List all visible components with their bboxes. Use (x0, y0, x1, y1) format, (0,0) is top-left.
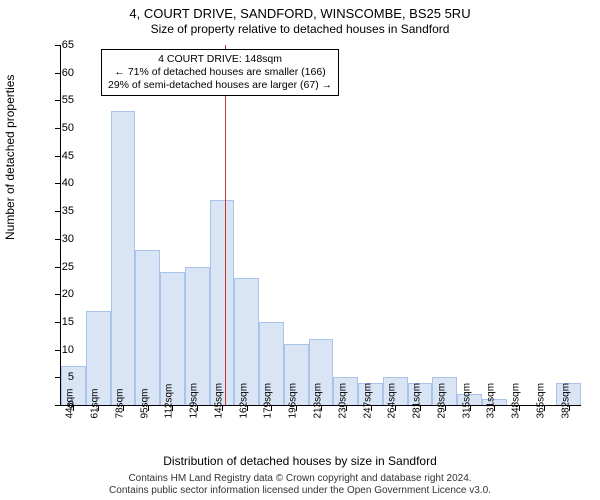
attribution-line2: Contains public sector information licen… (0, 485, 600, 497)
x-axis-label: Distribution of detached houses by size … (0, 454, 600, 468)
chart-title-sub: Size of property relative to detached ho… (0, 22, 600, 36)
y-tick (55, 211, 61, 212)
y-tick (55, 239, 61, 240)
y-tick (55, 294, 61, 295)
y-tick (55, 45, 61, 46)
y-tick-label: 25 (62, 261, 74, 273)
y-tick-label: 65 (62, 39, 74, 51)
y-tick-label: 20 (62, 288, 74, 300)
y-tick-label: 60 (62, 67, 74, 79)
y-tick (55, 183, 61, 184)
annotation-line3: 29% of semi-detached houses are larger (… (108, 79, 332, 92)
y-tick-label: 35 (62, 205, 74, 217)
y-tick-label: 10 (62, 344, 74, 356)
y-tick (55, 322, 61, 323)
histogram-bar (135, 250, 160, 405)
y-tick (55, 128, 61, 129)
y-tick-label: 5 (68, 371, 74, 383)
y-tick (55, 156, 61, 157)
plot-area: 4 COURT DRIVE: 148sqm ← 71% of detached … (60, 45, 581, 406)
y-tick-label: 15 (62, 316, 74, 328)
reference-line (225, 45, 226, 405)
annotation-line1: 4 COURT DRIVE: 148sqm (108, 53, 332, 66)
annotation-box: 4 COURT DRIVE: 148sqm ← 71% of detached … (101, 49, 339, 96)
attribution: Contains HM Land Registry data © Crown c… (0, 473, 600, 497)
y-tick-label: 40 (62, 177, 74, 189)
y-tick (55, 73, 61, 74)
chart-container: 4, COURT DRIVE, SANDFORD, WINSCOMBE, BS2… (0, 0, 600, 500)
y-axis-label: Number of detached properties (3, 75, 17, 240)
chart-title-main: 4, COURT DRIVE, SANDFORD, WINSCOMBE, BS2… (0, 6, 600, 21)
y-tick (55, 100, 61, 101)
y-tick-label: 45 (62, 150, 74, 162)
y-tick-label: 50 (62, 122, 74, 134)
y-tick (55, 405, 61, 406)
attribution-line1: Contains HM Land Registry data © Crown c… (0, 473, 600, 485)
annotation-line2: ← 71% of detached houses are smaller (16… (108, 66, 332, 79)
y-tick (55, 267, 61, 268)
y-tick-label: 55 (62, 94, 74, 106)
histogram-bar (111, 111, 136, 405)
y-tick (55, 350, 61, 351)
y-tick-label: 30 (62, 233, 74, 245)
histogram-bar (210, 200, 235, 405)
